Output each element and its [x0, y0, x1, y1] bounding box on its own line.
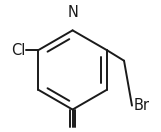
Text: Br: Br	[133, 98, 149, 113]
Text: N: N	[67, 5, 78, 20]
Text: Cl: Cl	[11, 43, 26, 58]
